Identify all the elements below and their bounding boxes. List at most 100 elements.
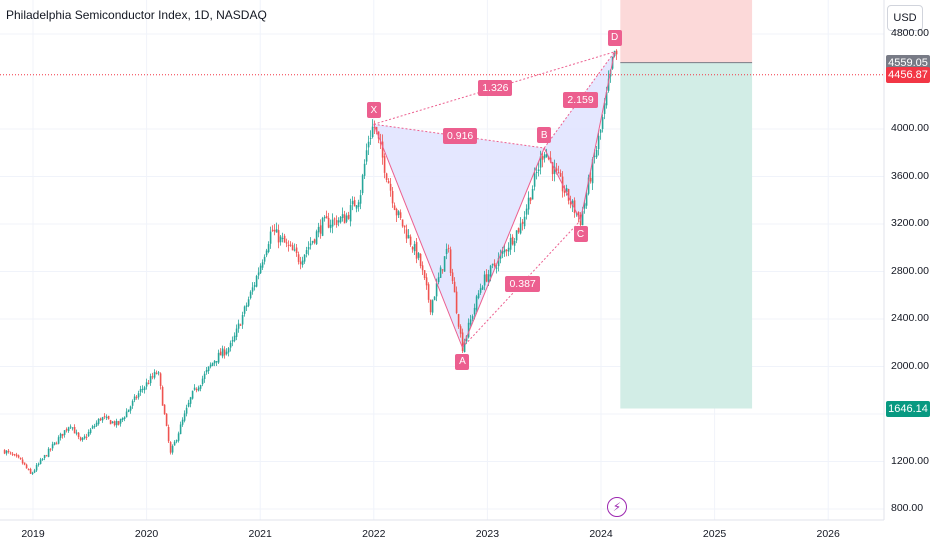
candle [509,233,512,255]
candle [335,215,338,228]
candle [369,130,372,145]
candle [261,259,264,270]
candle [47,447,50,458]
candle [421,261,424,276]
candle [109,419,112,425]
candle [511,234,514,246]
candle [339,215,342,224]
candle [167,424,170,443]
pattern-triangle-xab [373,124,545,348]
candle [459,324,462,338]
candle [461,328,464,354]
price-tick-label: 2000.00 [891,359,929,372]
candle [507,242,510,257]
candle [251,282,254,295]
candle [145,378,148,390]
candle [521,219,524,231]
candle [337,217,340,227]
candle [343,210,346,224]
candle [271,225,274,232]
candle [183,410,186,423]
lightning-icon[interactable]: ⚡ [607,497,627,517]
candle [449,246,452,276]
last-price-tag: 4456.87 [886,66,930,83]
target-price-tag: 1646.14 [886,400,930,417]
candle [43,454,46,461]
candle [163,404,166,415]
candle [503,243,506,257]
candle [395,207,398,223]
candle [189,396,192,408]
candle [269,226,272,249]
candle [177,431,180,443]
candle [295,244,298,257]
candle [477,290,480,300]
candle [447,244,450,253]
candle [363,159,366,179]
candle [127,409,130,413]
candle [77,432,80,440]
position-zones [620,0,753,409]
candle [53,442,56,446]
candle [445,243,448,260]
time-tick-label: 2019 [21,528,45,540]
candle [397,210,400,218]
candle [527,191,530,215]
candle [87,429,90,437]
candle [505,249,508,257]
time-tick-label: 2026 [816,528,840,540]
candle [279,234,282,246]
pattern-point-a: A [455,353,470,370]
time-tick-label: 2020 [134,528,159,540]
candle [99,417,102,421]
candle [383,153,386,179]
candle [523,211,526,230]
candle [331,213,334,234]
candle [327,212,330,229]
candle [237,319,240,333]
candle [85,433,88,441]
candle [267,241,270,254]
pattern-point-c: C [573,226,588,243]
candle [443,256,446,272]
candle [55,441,58,445]
candle [93,423,96,429]
candle [103,413,106,420]
candle [137,390,140,400]
candle [125,408,128,418]
candle [185,404,188,417]
candle [559,169,562,177]
candle [41,457,44,461]
candle [5,449,8,456]
candle [409,234,412,247]
candle [277,224,280,249]
candle [181,417,184,427]
candle [19,457,22,460]
candle [141,385,144,393]
candle [451,268,454,284]
candle [45,454,48,457]
candle [515,230,518,244]
candle [393,202,396,211]
price-tick-label: 3200.00 [891,217,929,229]
ratio-label-bd: 2.159 [563,91,598,108]
candle [51,441,54,451]
candle [81,436,84,442]
currency-button[interactable]: USD [887,5,923,31]
candle [91,424,94,430]
candle [399,209,402,221]
candle [301,256,304,268]
candle [25,463,28,469]
candle [31,471,34,475]
candle [71,427,74,431]
candle [263,254,266,265]
candle [371,119,374,139]
candle [243,305,246,317]
candle [493,259,496,268]
candle [427,282,430,303]
candle [121,417,124,422]
candle [455,286,458,315]
candle [481,285,484,290]
candle [457,313,460,329]
